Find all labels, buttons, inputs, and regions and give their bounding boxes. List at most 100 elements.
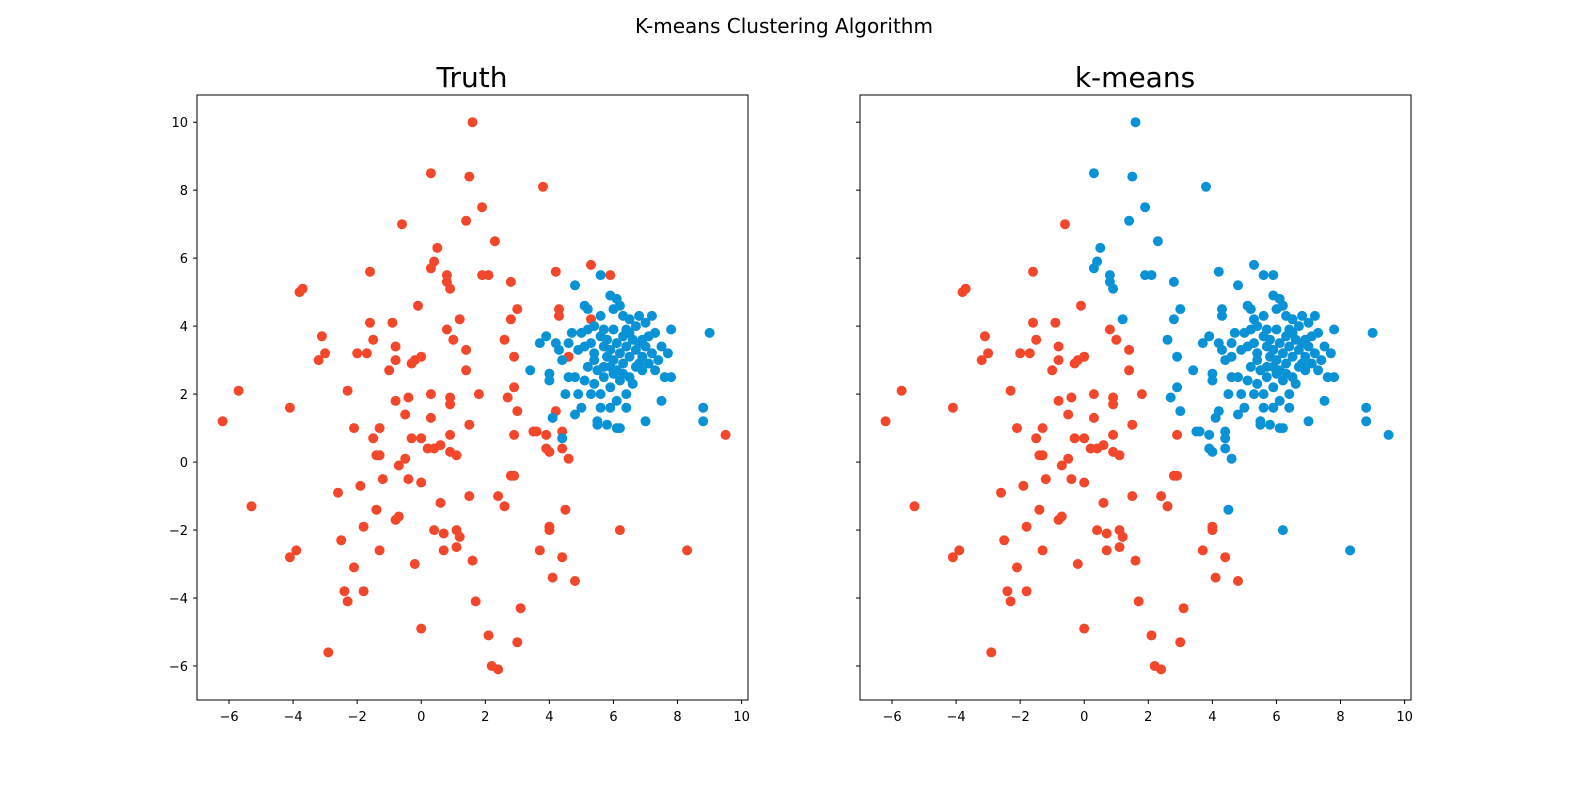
scatter-point bbox=[284, 552, 295, 563]
x-tick-label: −4 bbox=[284, 710, 303, 725]
scatter-point bbox=[1284, 341, 1295, 352]
scatter-point bbox=[541, 331, 552, 342]
scatter-point bbox=[947, 552, 958, 563]
scatter-point bbox=[592, 419, 603, 430]
scatter-point bbox=[1277, 348, 1288, 359]
scatter-point bbox=[425, 412, 436, 423]
scatter-points bbox=[217, 117, 731, 675]
scatter-point bbox=[502, 392, 513, 403]
scatter-point bbox=[1261, 372, 1272, 383]
scatter-point bbox=[320, 348, 331, 359]
scatter-point bbox=[1367, 327, 1378, 338]
scatter-point bbox=[1037, 545, 1048, 556]
scatter-point bbox=[621, 341, 632, 352]
scatter-point bbox=[1040, 474, 1051, 485]
scatter-point bbox=[595, 310, 606, 321]
scatter-point bbox=[1226, 338, 1237, 349]
scatter-point bbox=[896, 385, 907, 396]
scatter-point bbox=[1021, 586, 1032, 597]
scatter-point bbox=[1108, 392, 1119, 403]
scatter-point bbox=[650, 327, 661, 338]
scatter-point bbox=[435, 497, 446, 508]
scatter-point bbox=[566, 327, 577, 338]
scatter-point bbox=[1053, 341, 1064, 352]
scatter-point bbox=[400, 409, 411, 420]
scatter-point bbox=[1297, 310, 1308, 321]
scatter-point bbox=[1117, 314, 1128, 325]
x-tick-label: −2 bbox=[1011, 710, 1030, 725]
scatter-point bbox=[1313, 365, 1324, 376]
scatter-point bbox=[976, 355, 987, 366]
scatter-point bbox=[358, 521, 369, 532]
scatter-point bbox=[1114, 542, 1125, 553]
scatter-point bbox=[1034, 504, 1045, 515]
scatter-point bbox=[1194, 426, 1205, 437]
scatter-point bbox=[393, 511, 404, 522]
y-tick-label: 4 bbox=[180, 320, 188, 335]
scatter-point bbox=[627, 378, 638, 389]
x-tick-label: 0 bbox=[417, 710, 425, 725]
scatter-point bbox=[1223, 504, 1234, 515]
scatter-point bbox=[1136, 389, 1147, 400]
scatter-point bbox=[361, 348, 372, 359]
panel-kmeans: k-means −6 −4 −2 0 2 4 6 8 10 bbox=[856, 61, 1413, 725]
scatter-point bbox=[1271, 324, 1282, 335]
y-tick-label: 2 bbox=[180, 388, 188, 403]
scatter-point bbox=[1329, 324, 1340, 335]
scatter-point bbox=[1024, 348, 1035, 359]
scatter-point bbox=[1265, 334, 1275, 345]
scatter-point bbox=[1217, 344, 1227, 355]
scatter-point bbox=[493, 664, 504, 675]
scatter-point bbox=[1101, 528, 1112, 539]
scatter-point bbox=[544, 446, 555, 457]
scatter-point bbox=[349, 423, 359, 434]
scatter-point bbox=[1201, 181, 1211, 192]
scatter-point bbox=[550, 266, 561, 277]
scatter-point bbox=[1012, 562, 1022, 573]
panel-title: k-means bbox=[1075, 61, 1195, 94]
x-tick-label: −6 bbox=[219, 710, 238, 725]
scatter-point bbox=[1258, 402, 1269, 413]
scatter-point bbox=[614, 300, 625, 311]
scatter-point bbox=[1204, 331, 1215, 342]
scatter-point bbox=[554, 344, 564, 355]
scatter-point bbox=[544, 525, 555, 536]
scatter-point bbox=[1088, 389, 1099, 400]
scatter-point bbox=[624, 351, 635, 362]
scatter-point bbox=[1101, 545, 1112, 556]
scatter-point bbox=[451, 542, 462, 553]
scatter-point bbox=[336, 535, 347, 546]
scatter-point bbox=[499, 501, 510, 512]
scatter-point bbox=[454, 314, 465, 325]
scatter-point bbox=[435, 440, 446, 451]
scatter-point bbox=[429, 256, 440, 267]
scatter-point bbox=[505, 314, 516, 325]
scatter-point bbox=[954, 545, 965, 556]
scatter-point bbox=[595, 402, 606, 413]
scatter-point bbox=[416, 623, 427, 634]
scatter-point bbox=[1197, 545, 1208, 556]
scatter-point bbox=[1255, 419, 1266, 430]
scatter-point bbox=[605, 270, 616, 281]
scatter-point bbox=[1207, 525, 1218, 536]
scatter-point bbox=[1316, 355, 1327, 366]
x-tick-label: 10 bbox=[733, 710, 750, 725]
scatter-point bbox=[1108, 283, 1119, 294]
scatter-point bbox=[611, 338, 622, 349]
scatter-point bbox=[297, 283, 308, 294]
scatter-point bbox=[1172, 429, 1183, 440]
scatter-point bbox=[1056, 511, 1067, 522]
scatter-point bbox=[1156, 664, 1167, 675]
y-tick-label: 10 bbox=[171, 116, 188, 131]
scatter-point bbox=[602, 419, 612, 430]
scatter-point bbox=[1265, 419, 1275, 430]
scatter-point bbox=[1226, 453, 1237, 464]
scatter-point bbox=[1207, 375, 1218, 386]
scatter-point bbox=[637, 334, 648, 345]
scatter-point bbox=[525, 365, 536, 376]
scatter-point bbox=[614, 348, 625, 359]
scatter-point bbox=[1175, 406, 1186, 417]
scatter-point bbox=[284, 402, 295, 413]
scatter-point bbox=[602, 334, 612, 345]
